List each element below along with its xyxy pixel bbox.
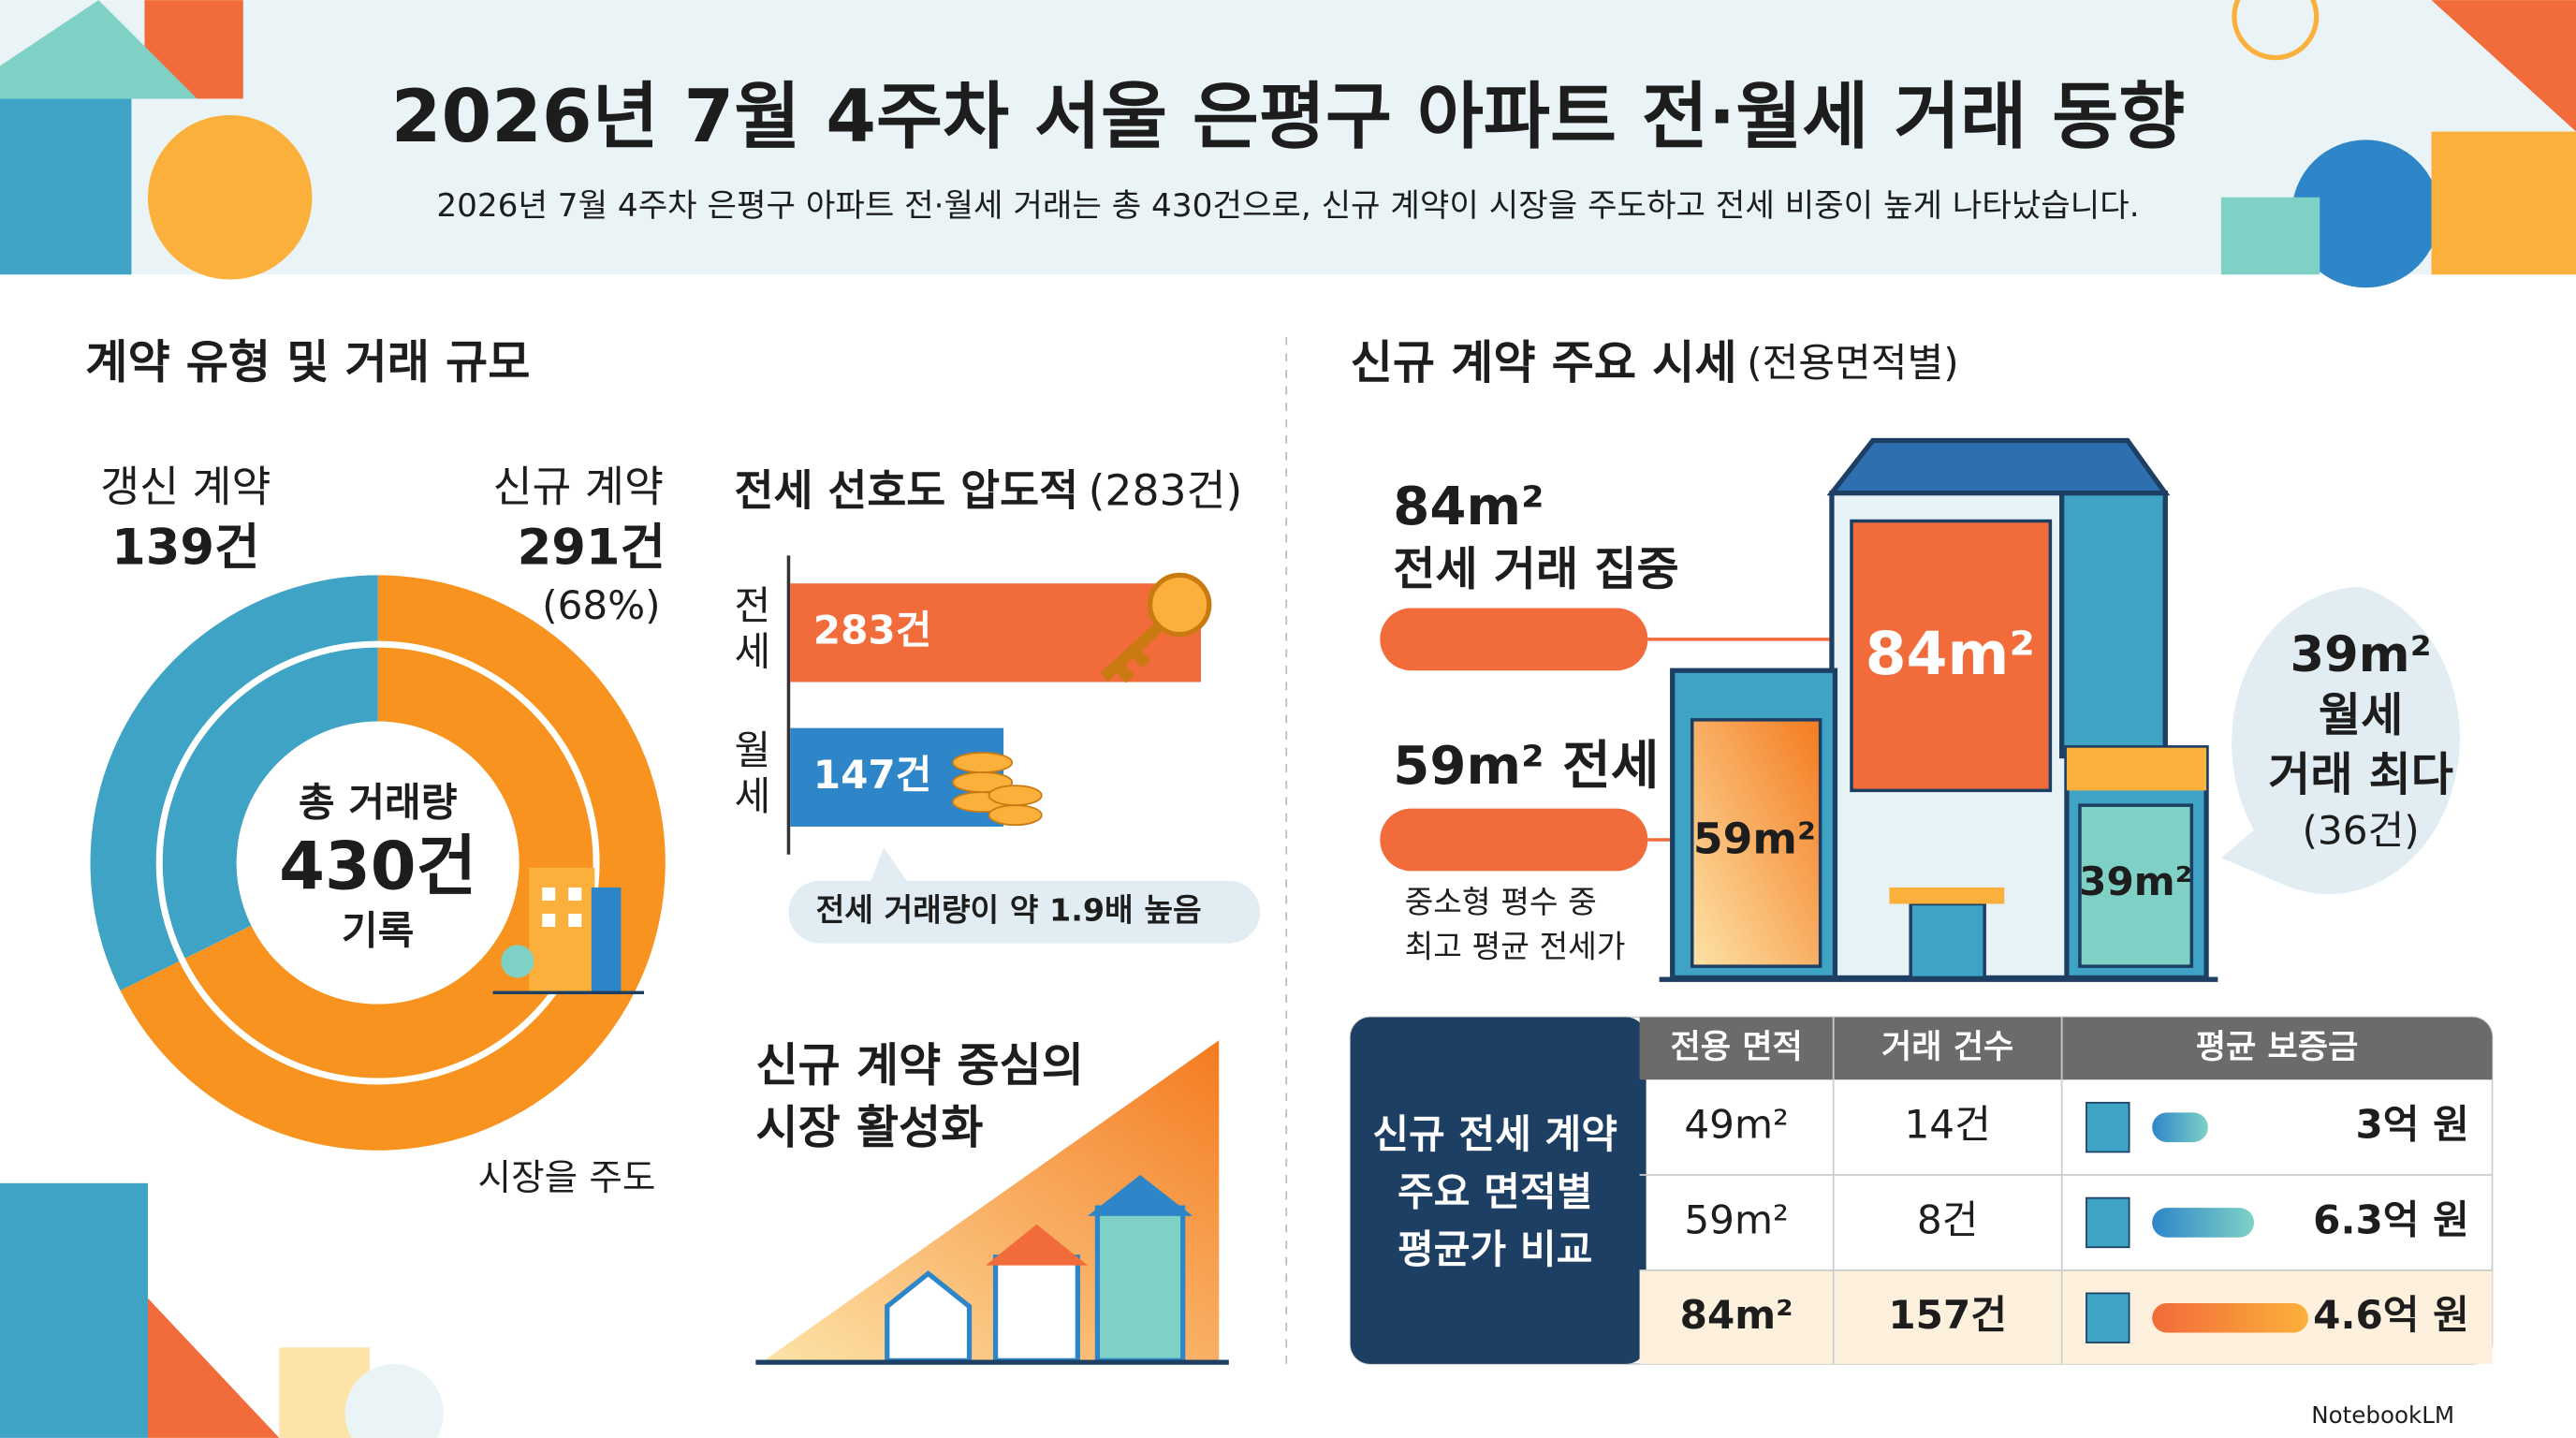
table-cell: 14건 [1905, 1102, 1991, 1148]
table-header-bg [1639, 1017, 2493, 1080]
title: 2026년 7월 4주차 서울 은평구 아파트 전·월세 거래 동향 [391, 75, 2186, 159]
table-cell: 157건 [1888, 1292, 2007, 1338]
section-title: 신규 계약 주요 시세 (전용면적별) [1351, 334, 1959, 389]
table-side-text: 주요 면적별 [1398, 1169, 1592, 1215]
header-bg [0, 0, 2576, 275]
cell-bar [2152, 1112, 2208, 1142]
bar-title: 전세 선호도 압도적 (283건) [735, 465, 1243, 515]
building-label: 39m² [2079, 858, 2192, 904]
building [1659, 437, 2218, 982]
table-cell: 6.3억 원 [2313, 1196, 2469, 1242]
bar [790, 583, 1201, 682]
note: 중소형 평수 중 [1405, 884, 1597, 920]
key-icon [1100, 572, 1212, 683]
bar-chart: 283건 전 세 147건 월 세 [734, 582, 1201, 827]
bar-value-label: 147건 [813, 752, 932, 798]
bubble [2220, 586, 2460, 895]
value-label: 291건 [518, 520, 666, 577]
section-title-text: 신규 계약 주요 시세 [1351, 334, 1737, 389]
table-cell: 4.6억 원 [2313, 1292, 2469, 1338]
table-side-text: 평균가 비교 [1398, 1226, 1592, 1272]
bubble-text: 월세 [2319, 688, 2403, 742]
building-label: 84m² [1866, 619, 2035, 688]
pill [1380, 608, 1648, 671]
table-header: 거래 건수 [1881, 1028, 2013, 1066]
table-cell: 8건 [1917, 1196, 1979, 1242]
cell-bar [2152, 1208, 2254, 1238]
annotation: 시장을 주도 [478, 1157, 656, 1199]
coins-icon [952, 752, 1043, 827]
building-label: 59m² [1693, 814, 1816, 863]
donut-chart [90, 575, 666, 1151]
cell-icon [2086, 1292, 2130, 1343]
share-label: (68%) [542, 582, 660, 628]
subtitle: 2026년 7월 4주차 은평구 아파트 전·월세 거래는 총 430건으로, … [436, 187, 2139, 225]
bubble-text: 거래 최다 [2268, 747, 2453, 801]
footer: NotebookLM [2311, 1401, 2454, 1429]
market-line: 시장 활성화 [755, 1100, 983, 1154]
table-side-text: 신규 전세 계약 [1372, 1111, 1617, 1157]
value-label: 139건 [111, 520, 259, 577]
center-label: 총 거래량 [299, 780, 458, 826]
section-subtitle: (전용면적별) [1747, 339, 1959, 385]
bubble-text: (36건) [2302, 807, 2419, 853]
callout-title: 84m² [1393, 477, 1544, 537]
bar-title-text: 전세 선호도 압도적 [735, 465, 1079, 515]
donut-hole [236, 721, 520, 1005]
callout-bg [788, 847, 1261, 944]
market-line: 신규 계약 중심의 [755, 1037, 1084, 1092]
highlight-row [1639, 1269, 2493, 1364]
center-value: 430건 [279, 828, 476, 904]
cell-bar [2152, 1302, 2308, 1333]
table-cell: 84m² [1680, 1292, 1793, 1338]
building-icon [492, 867, 644, 994]
legend-label: 신규 계약 [493, 462, 664, 512]
table-side-bg [1350, 1017, 1647, 1364]
bubble-title: 39m² [2290, 626, 2431, 683]
cell-icon [2086, 1196, 2130, 1249]
donut-segment [120, 575, 666, 1151]
table-cell: 49m² [1684, 1102, 1788, 1148]
donut-ring [155, 640, 600, 1085]
bar-subtitle: (283건) [1089, 465, 1243, 515]
table-cell: 3억 원 [2355, 1102, 2468, 1148]
bar-annotation: 전세 거래량이 약 1.9배 높음 [816, 892, 1202, 929]
table-header: 평균 보증금 [2196, 1028, 2359, 1066]
pill [1380, 808, 1648, 872]
callout-text: 전세 거래 집중 [1393, 541, 1678, 595]
legend-label: 갱신 계약 [100, 462, 271, 512]
cell-icon [2086, 1101, 2130, 1153]
price-table: 신규 전세 계약 주요 면적별 평균가 비교 전용 면적 거래 건수 평균 보증금 4… [1349, 1016, 2494, 1365]
center-label: 기록 [342, 908, 414, 954]
note: 최고 평균 전세가 [1405, 928, 1626, 964]
table-header: 전용 면적 [1670, 1028, 1802, 1066]
bar-value-label: 283건 [813, 607, 932, 653]
table-cell: 59m² [1684, 1196, 1788, 1242]
section-title: 계약 유형 및 거래 규모 [85, 334, 530, 389]
callout-title: 59m² 전세 [1393, 736, 1659, 797]
